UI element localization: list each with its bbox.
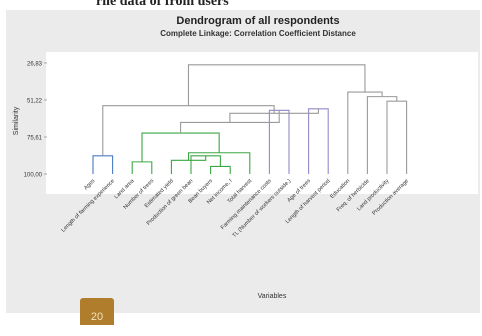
dendrogram-link xyxy=(308,108,329,174)
dendrogram-link xyxy=(210,165,231,174)
bottom-bar xyxy=(114,313,482,325)
dendrogram-link xyxy=(188,152,251,174)
y-tick-label: 26,83 xyxy=(27,62,43,68)
chart-title: Dendrogram of all respondents xyxy=(176,15,339,27)
chart-subtitle: Complete Linkage: Correlation Coefficien… xyxy=(160,29,356,38)
dendrogram-link xyxy=(170,155,207,174)
plot-area xyxy=(46,52,478,194)
page-caption: rile data of from users xyxy=(96,0,229,9)
page-number-badge: 20 xyxy=(80,298,114,325)
dendrogram-link xyxy=(131,161,153,174)
chart-figure: Dendrogram of all respondents Complete L… xyxy=(6,10,480,313)
y-tick-label: 100,00 xyxy=(24,173,43,179)
dendrogram-link xyxy=(268,109,290,174)
dendrogram-link xyxy=(92,155,114,174)
y-tick-label: 75,61 xyxy=(27,136,43,142)
y-axis-label: Similarity xyxy=(13,106,20,135)
x-axis-label: Variables xyxy=(258,293,287,300)
dendrogram-link xyxy=(347,91,383,174)
y-tick-label: 51,22 xyxy=(27,99,43,105)
dendrogram-svg: Dendrogram of all respondents Complete L… xyxy=(13,15,478,300)
dendrogram-links xyxy=(92,64,408,174)
dendrogram-link xyxy=(141,132,220,162)
y-ticks: 26,83 51,22 75,61 100,00 xyxy=(24,62,47,179)
dendrogram-link xyxy=(386,100,408,174)
dendrogram-link xyxy=(187,64,366,106)
